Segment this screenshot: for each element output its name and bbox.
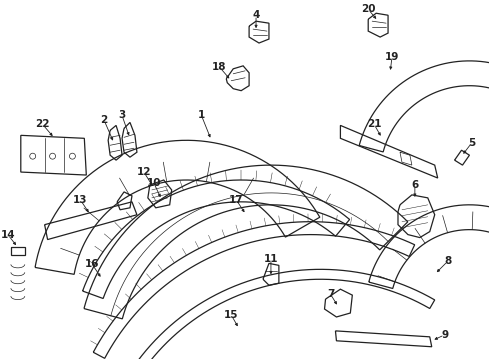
Text: 21: 21 [367, 120, 381, 129]
Text: 3: 3 [119, 111, 125, 121]
Text: 15: 15 [224, 310, 239, 320]
Text: 4: 4 [252, 10, 260, 20]
Text: 5: 5 [468, 138, 475, 148]
Text: 11: 11 [264, 255, 278, 264]
Text: 19: 19 [385, 52, 399, 62]
Text: 18: 18 [212, 62, 226, 72]
Text: 7: 7 [327, 289, 334, 299]
Text: 10: 10 [147, 178, 161, 188]
Text: 16: 16 [85, 259, 99, 269]
Text: 12: 12 [137, 167, 151, 177]
Text: 6: 6 [411, 180, 418, 190]
Text: 8: 8 [444, 256, 451, 266]
Text: 2: 2 [100, 116, 108, 125]
Text: 22: 22 [35, 120, 50, 129]
Text: 1: 1 [198, 111, 205, 121]
Text: 13: 13 [73, 195, 88, 205]
Text: 20: 20 [361, 4, 375, 14]
Text: 17: 17 [229, 195, 244, 205]
Text: 14: 14 [0, 230, 15, 240]
Text: 9: 9 [441, 330, 448, 340]
